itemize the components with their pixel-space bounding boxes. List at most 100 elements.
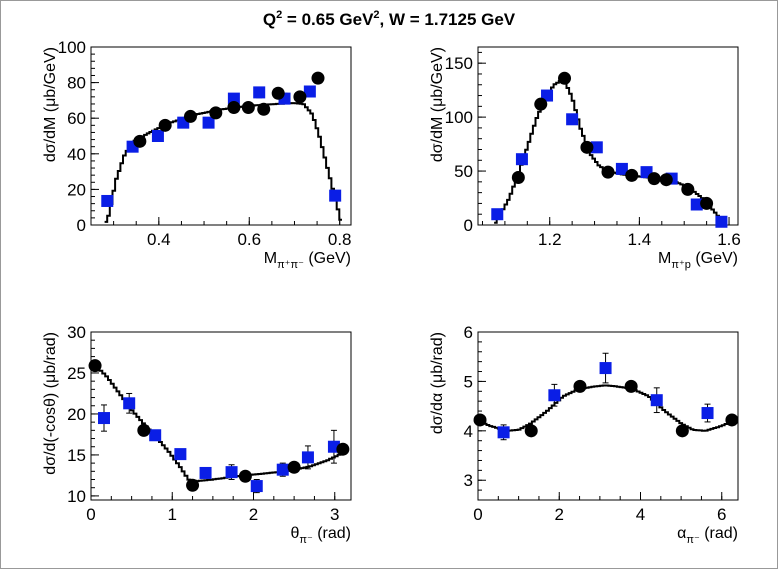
square-marker <box>177 116 190 129</box>
x-tick-label: 0.6 <box>237 230 261 249</box>
square-marker <box>151 130 164 142</box>
square-marker <box>149 429 162 442</box>
circle-marker <box>271 86 285 100</box>
circle-marker <box>227 101 241 115</box>
square-marker <box>566 113 579 126</box>
circle-marker <box>186 478 200 492</box>
x-tick-label: 0.4 <box>147 230 171 249</box>
x-label-sub: π⁻ <box>299 534 313 546</box>
square-marker <box>615 162 628 175</box>
circle-marker <box>624 379 638 393</box>
circle-marker <box>241 101 255 115</box>
circle-marker <box>238 469 252 483</box>
y-axis-label: dσ/d(-cosθ) (μb/rad) <box>42 332 59 475</box>
square-marker <box>225 466 238 479</box>
title-mid: = 0.65 GeV <box>282 10 374 29</box>
x-label-sub: π⁺π⁻ <box>277 259 304 271</box>
x-tick-label: 0 <box>473 505 482 524</box>
plot-frame <box>90 46 352 226</box>
title-end: , W = 1.7125 GeV <box>380 10 516 29</box>
circle-marker <box>625 168 639 182</box>
x-label-var: θ <box>290 525 299 542</box>
circle-marker <box>336 442 350 456</box>
panel-theta: 0 1 2 3 10 15 20 25 30 dσ/d(-cosθ) (μb/rad) θπ⁻ (r… <box>42 323 352 546</box>
circle-marker <box>534 97 548 111</box>
x-tick-label: 6 <box>717 505 726 524</box>
y-tick-label: 50 <box>454 162 473 181</box>
square-marker <box>599 362 612 375</box>
y-axis-label: dσ/dα (μb/rad) <box>429 332 446 434</box>
square-marker <box>98 412 110 425</box>
square-marker <box>276 463 289 476</box>
x-tick-label: 1.2 <box>538 230 562 249</box>
x-label-unit: (rad) <box>313 525 351 542</box>
circle-marker <box>473 413 487 427</box>
x-label-sub: π⁻ <box>686 534 700 546</box>
x-axis-label: Mπ⁺π⁻ (GeV) <box>264 250 351 271</box>
square-marker <box>541 89 554 102</box>
y-tick-label: 30 <box>67 323 86 342</box>
circle-marker <box>209 106 223 120</box>
square-marker <box>701 407 714 420</box>
square-marker <box>301 451 314 464</box>
circle-marker <box>675 424 689 438</box>
x-tick-label: 1.4 <box>628 230 652 249</box>
circle-marker <box>573 379 587 393</box>
y-tick-label: 80 <box>67 74 86 93</box>
circle-marker <box>137 423 151 437</box>
square-marker <box>202 116 215 129</box>
y-axis-label: dσ/dM (μb/GeV) <box>42 47 59 162</box>
model-curve <box>478 384 734 432</box>
circle-marker <box>681 182 695 196</box>
title-q: Q <box>263 10 276 29</box>
x-label-var: M <box>264 250 277 267</box>
x-axis-label: απ⁻ (rad) <box>677 525 738 546</box>
x-tick-label: 2 <box>249 505 258 524</box>
circle-marker <box>601 165 615 179</box>
x-tick-label: 1 <box>168 505 177 524</box>
x-tick-label: 0.8 <box>328 230 352 249</box>
circle-marker <box>524 424 538 438</box>
x-tick-label: 3 <box>330 505 339 524</box>
y-tick-label: 5 <box>464 372 473 391</box>
circle-marker <box>558 71 572 85</box>
y-tick-label: 40 <box>67 145 86 164</box>
x-label-unit: (GeV) <box>304 250 351 267</box>
square-marker <box>690 198 703 211</box>
circle-marker <box>700 196 714 210</box>
square-marker <box>590 141 603 154</box>
y-tick-label: 150 <box>445 54 473 73</box>
square-marker <box>329 189 342 202</box>
square-marker <box>497 426 510 439</box>
square-marker <box>123 397 136 410</box>
y-axis-label: dσ/dM (μb/GeV) <box>429 47 446 162</box>
x-label-var: M <box>658 250 671 267</box>
circle-marker <box>647 172 661 186</box>
circle-marker <box>311 71 325 85</box>
circle-marker <box>133 134 147 148</box>
circle-marker <box>287 460 301 474</box>
circle-marker <box>293 90 307 104</box>
model-curve <box>104 102 342 223</box>
x-tick-label: 0 <box>86 505 95 524</box>
y-tick-label: 6 <box>464 323 473 342</box>
circle-marker <box>580 140 594 154</box>
panel-alpha: 0 2 4 6 3 4 5 6 dσ/dα (μb/rad) απ⁻ (rad) <box>429 323 739 546</box>
circle-marker <box>257 102 271 116</box>
title-sup-2: 2 <box>373 9 379 21</box>
circle-marker <box>659 173 673 187</box>
y-tick-label: 25 <box>67 364 86 383</box>
model-curve <box>91 364 347 483</box>
y-tick-label: 10 <box>67 487 86 506</box>
y-tick-label: 3 <box>464 471 473 490</box>
square-marker <box>199 466 212 479</box>
circle-marker <box>511 171 525 185</box>
y-tick-label: 20 <box>67 405 86 424</box>
x-tick-label: 4 <box>636 505 645 524</box>
plot-frame <box>477 331 739 501</box>
plot-frame <box>477 46 739 226</box>
circle-marker <box>88 359 102 373</box>
